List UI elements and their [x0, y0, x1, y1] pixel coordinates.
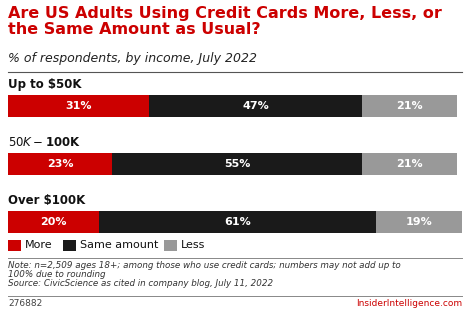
Bar	[8, 153, 112, 175]
Text: 47%: 47%	[242, 101, 269, 111]
Bar	[112, 153, 362, 175]
Bar	[8, 95, 149, 117]
Text: 20%: 20%	[40, 217, 67, 227]
Text: Are US Adults Using Credit Cards More, Less, or: Are US Adults Using Credit Cards More, L…	[8, 6, 442, 21]
Text: 100% due to rounding: 100% due to rounding	[8, 270, 105, 279]
Text: 23%: 23%	[47, 159, 73, 169]
Bar	[8, 211, 99, 233]
Text: Note: n=2,509 ages 18+; among those who use credit cards; numbers may not add up: Note: n=2,509 ages 18+; among those who …	[8, 261, 401, 270]
Text: % of respondents, by income, July 2022: % of respondents, by income, July 2022	[8, 52, 257, 65]
Text: 31%: 31%	[65, 101, 92, 111]
Text: $50K-$100K: $50K-$100K	[8, 136, 81, 149]
Text: 55%: 55%	[224, 159, 251, 169]
Text: InsiderIntelligence.com: InsiderIntelligence.com	[356, 299, 462, 308]
Bar	[149, 95, 362, 117]
Text: Up to $50K: Up to $50K	[8, 78, 81, 91]
Text: Less: Less	[180, 240, 205, 250]
Text: 61%: 61%	[224, 217, 251, 227]
Text: 276882: 276882	[8, 299, 42, 308]
Text: More: More	[25, 240, 53, 250]
Bar	[376, 211, 462, 233]
Bar	[362, 95, 457, 117]
Text: Source: CivicScience as cited in company blog, July 11, 2022: Source: CivicScience as cited in company…	[8, 279, 273, 288]
Text: 21%: 21%	[397, 101, 423, 111]
Bar	[164, 240, 177, 251]
Text: the Same Amount as Usual?: the Same Amount as Usual?	[8, 22, 261, 37]
Bar	[362, 153, 457, 175]
Text: 21%: 21%	[397, 159, 423, 169]
Bar	[8, 240, 21, 251]
Text: Over $100K: Over $100K	[8, 194, 85, 207]
Bar	[99, 211, 376, 233]
Text: 19%: 19%	[406, 217, 432, 227]
Text: Same amount: Same amount	[80, 240, 158, 250]
Bar	[63, 240, 76, 251]
